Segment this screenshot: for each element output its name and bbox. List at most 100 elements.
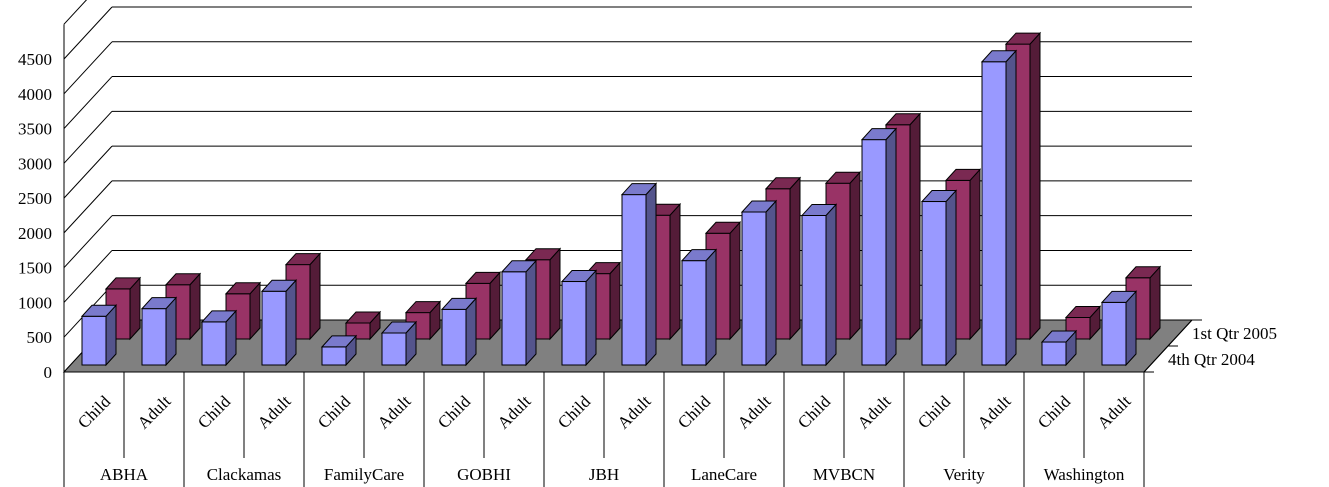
bar-front-face bbox=[741, 211, 767, 366]
bar-top-face bbox=[380, 321, 418, 334]
bar-back-series bbox=[464, 271, 502, 341]
bar-top-face bbox=[620, 183, 658, 196]
x-tick-label: Child bbox=[674, 392, 715, 433]
side-wall-gridline bbox=[63, 0, 88, 25]
bar-side-face bbox=[645, 182, 657, 367]
bar-front-series bbox=[560, 269, 598, 367]
series-label: 4th Qtr 2004 bbox=[1168, 350, 1255, 369]
x-tick-label: Child bbox=[434, 392, 475, 433]
bar-top-face bbox=[704, 221, 742, 234]
x-group-label: LaneCare bbox=[691, 465, 757, 484]
x-tick-label: Adult bbox=[254, 392, 295, 433]
bar-front-face bbox=[501, 271, 527, 366]
bar-top-face bbox=[884, 113, 922, 126]
bar-front-series bbox=[920, 189, 958, 367]
bar-top-face bbox=[824, 171, 862, 184]
bar-front-face bbox=[921, 201, 947, 366]
bar-side-face bbox=[705, 248, 717, 367]
bar-top-face bbox=[524, 248, 562, 261]
x-axis: Child Adult Child Adult Child Adult Child Adult… bbox=[63, 372, 1145, 487]
y-tick-label: 4000 bbox=[18, 85, 52, 104]
bar-series-group bbox=[80, 31, 1162, 367]
x-tick-label: Adult bbox=[614, 392, 655, 433]
bar-front-face bbox=[261, 290, 287, 366]
bar-top-face bbox=[1004, 32, 1042, 45]
bar-front-series bbox=[260, 278, 298, 367]
x-tick-label: Child bbox=[194, 392, 235, 433]
bar-side-face bbox=[945, 189, 957, 367]
bar-front-series bbox=[380, 320, 418, 367]
side-wall-gridline bbox=[63, 41, 113, 95]
bar-back-series bbox=[104, 276, 142, 341]
bar-front-face bbox=[681, 260, 707, 366]
bar-top-face bbox=[164, 273, 202, 286]
y-axis: 0 500 1000 1500 2000 2500 3000 3500 4000 4500 bbox=[18, 24, 65, 382]
bar-front-face bbox=[621, 194, 647, 366]
bar-side-face bbox=[609, 261, 621, 341]
bar-front-series bbox=[1040, 329, 1078, 367]
x-tick-label: Adult bbox=[374, 392, 415, 433]
bar-side-face bbox=[585, 269, 597, 367]
x-tick-label: Adult bbox=[974, 392, 1015, 433]
bar-side-face bbox=[825, 203, 837, 367]
bar-front-series bbox=[200, 309, 238, 367]
bar-top-face bbox=[344, 311, 382, 324]
bar-side-face bbox=[765, 199, 777, 367]
bar-side-face bbox=[1125, 290, 1137, 367]
bar-top-face bbox=[464, 271, 502, 284]
bar-top-face bbox=[224, 282, 262, 295]
side-wall-gridline bbox=[63, 76, 113, 129]
bar-side-face bbox=[969, 168, 981, 341]
x-tick-label: Child bbox=[794, 392, 835, 433]
side-wall-gridline bbox=[63, 180, 113, 234]
bar-side-face bbox=[789, 176, 801, 341]
bar-side-face bbox=[1029, 31, 1041, 341]
bar-top-face bbox=[404, 301, 442, 314]
bar-front-series bbox=[620, 182, 658, 367]
bar-front-face bbox=[561, 281, 587, 366]
bar-top-face bbox=[104, 277, 142, 290]
depth-axis-series-labels: 4th Qtr 2004 1st Qtr 2005 bbox=[1143, 319, 1277, 373]
bar-top-face bbox=[440, 297, 478, 310]
bar-top-face bbox=[800, 203, 838, 216]
bar-front-face bbox=[321, 346, 347, 366]
y-tick-label: 3500 bbox=[18, 120, 52, 139]
bar-front-face bbox=[201, 321, 227, 366]
x-group-label: Washington bbox=[1044, 465, 1125, 484]
bar-front-face bbox=[861, 139, 887, 366]
bar-side-face bbox=[909, 112, 921, 341]
bar-front-series bbox=[500, 259, 538, 367]
side-wall-gridline bbox=[63, 145, 113, 199]
bar-side-face bbox=[525, 259, 537, 367]
bar-top-face bbox=[320, 335, 358, 348]
bar-front-series bbox=[800, 203, 838, 367]
y-tick-label: 500 bbox=[27, 328, 53, 347]
x-tick-label: Adult bbox=[494, 392, 535, 433]
bar-side-face bbox=[1005, 49, 1017, 367]
bar-top-face bbox=[560, 270, 598, 283]
x-tick-label: Adult bbox=[734, 392, 775, 433]
series-label: 1st Qtr 2005 bbox=[1192, 324, 1277, 343]
bar-top-face bbox=[80, 304, 118, 317]
bar-top-face bbox=[920, 190, 958, 203]
bar-top-face bbox=[944, 168, 982, 181]
y-tick-label: 0 bbox=[44, 363, 53, 382]
bar-front-series bbox=[680, 248, 718, 367]
bar-side-face bbox=[285, 278, 297, 367]
bar-front-face bbox=[801, 214, 827, 366]
bar-side-face bbox=[309, 252, 321, 341]
x-tick-label: Child bbox=[314, 392, 355, 433]
bar-side-face bbox=[669, 202, 681, 341]
y-tick-label: 4500 bbox=[18, 50, 52, 69]
y-tick-label: 3000 bbox=[18, 154, 52, 173]
bar-side-face bbox=[165, 296, 177, 367]
bar-top-face bbox=[1064, 305, 1102, 318]
bar-side-face bbox=[549, 247, 561, 341]
x-group-label: FamilyCare bbox=[324, 465, 404, 484]
bar-front-face bbox=[1041, 341, 1067, 366]
y-tick-label: 2000 bbox=[18, 224, 52, 243]
bar-top-face bbox=[200, 310, 238, 323]
x-group-label: JBH bbox=[589, 465, 619, 484]
bar-back-series bbox=[344, 310, 382, 341]
